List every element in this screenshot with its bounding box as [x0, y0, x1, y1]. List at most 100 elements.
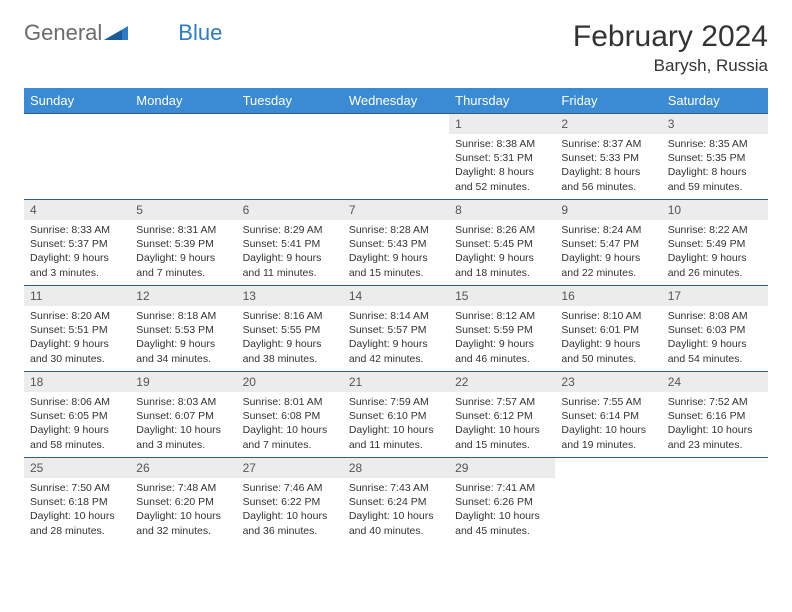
- day-details: Sunrise: 8:14 AMSunset: 5:57 PMDaylight:…: [343, 306, 449, 370]
- sunrise-text: Sunrise: 7:57 AM: [455, 395, 549, 409]
- daylight-text: Daylight: 10 hours and 11 minutes.: [349, 423, 443, 451]
- calendar-cell: 8Sunrise: 8:26 AMSunset: 5:45 PMDaylight…: [449, 200, 555, 286]
- day-details: Sunrise: 8:26 AMSunset: 5:45 PMDaylight:…: [449, 220, 555, 284]
- day-details: Sunrise: 7:55 AMSunset: 6:14 PMDaylight:…: [555, 392, 661, 456]
- calendar-cell: 10Sunrise: 8:22 AMSunset: 5:49 PMDayligh…: [662, 200, 768, 286]
- daylight-text: Daylight: 9 hours and 50 minutes.: [561, 337, 655, 365]
- daylight-text: Daylight: 9 hours and 42 minutes.: [349, 337, 443, 365]
- sunset-text: Sunset: 5:31 PM: [455, 151, 549, 165]
- daylight-text: Daylight: 9 hours and 11 minutes.: [243, 251, 337, 279]
- sunset-text: Sunset: 5:47 PM: [561, 237, 655, 251]
- daylight-text: Daylight: 9 hours and 3 minutes.: [30, 251, 124, 279]
- calendar-cell: 17Sunrise: 8:08 AMSunset: 6:03 PMDayligh…: [662, 286, 768, 372]
- calendar-header-row: SundayMondayTuesdayWednesdayThursdayFrid…: [24, 88, 768, 114]
- sunrise-text: Sunrise: 7:52 AM: [668, 395, 762, 409]
- daylight-text: Daylight: 9 hours and 15 minutes.: [349, 251, 443, 279]
- daylight-text: Daylight: 10 hours and 23 minutes.: [668, 423, 762, 451]
- calendar-cell: 29Sunrise: 7:41 AMSunset: 6:26 PMDayligh…: [449, 458, 555, 544]
- sunrise-text: Sunrise: 8:06 AM: [30, 395, 124, 409]
- day-details: Sunrise: 7:48 AMSunset: 6:20 PMDaylight:…: [130, 478, 236, 542]
- day-details: Sunrise: 8:20 AMSunset: 5:51 PMDaylight:…: [24, 306, 130, 370]
- sunrise-text: Sunrise: 8:18 AM: [136, 309, 230, 323]
- sunset-text: Sunset: 6:26 PM: [455, 495, 549, 509]
- day-details: Sunrise: 8:01 AMSunset: 6:08 PMDaylight:…: [237, 392, 343, 456]
- calendar-cell: 4Sunrise: 8:33 AMSunset: 5:37 PMDaylight…: [24, 200, 130, 286]
- calendar-cell: [343, 114, 449, 200]
- daylight-text: Daylight: 9 hours and 46 minutes.: [455, 337, 549, 365]
- day-number: 24: [662, 372, 768, 392]
- day-number: 7: [343, 200, 449, 220]
- day-details: Sunrise: 8:38 AMSunset: 5:31 PMDaylight:…: [449, 134, 555, 198]
- calendar-cell: [555, 458, 661, 544]
- daylight-text: Daylight: 9 hours and 30 minutes.: [30, 337, 124, 365]
- day-number: 4: [24, 200, 130, 220]
- day-details: Sunrise: 8:08 AMSunset: 6:03 PMDaylight:…: [662, 306, 768, 370]
- logo-word2: Blue: [178, 20, 222, 46]
- sunset-text: Sunset: 6:07 PM: [136, 409, 230, 423]
- day-details: Sunrise: 8:10 AMSunset: 6:01 PMDaylight:…: [555, 306, 661, 370]
- daylight-text: Daylight: 10 hours and 45 minutes.: [455, 509, 549, 537]
- sunset-text: Sunset: 6:01 PM: [561, 323, 655, 337]
- location: Barysh, Russia: [573, 56, 768, 76]
- day-details: Sunrise: 8:35 AMSunset: 5:35 PMDaylight:…: [662, 134, 768, 198]
- sunset-text: Sunset: 6:14 PM: [561, 409, 655, 423]
- sunrise-text: Sunrise: 8:22 AM: [668, 223, 762, 237]
- day-details: Sunrise: 8:18 AMSunset: 5:53 PMDaylight:…: [130, 306, 236, 370]
- day-number: 17: [662, 286, 768, 306]
- day-number: 15: [449, 286, 555, 306]
- sunset-text: Sunset: 5:55 PM: [243, 323, 337, 337]
- day-number: 28: [343, 458, 449, 478]
- calendar-cell: 1Sunrise: 8:38 AMSunset: 5:31 PMDaylight…: [449, 114, 555, 200]
- daylight-text: Daylight: 9 hours and 58 minutes.: [30, 423, 124, 451]
- daylight-text: Daylight: 9 hours and 54 minutes.: [668, 337, 762, 365]
- day-number: 22: [449, 372, 555, 392]
- sunset-text: Sunset: 5:53 PM: [136, 323, 230, 337]
- weekday-header: Monday: [130, 88, 236, 114]
- day-details: Sunrise: 8:37 AMSunset: 5:33 PMDaylight:…: [555, 134, 661, 198]
- sunrise-text: Sunrise: 7:46 AM: [243, 481, 337, 495]
- calendar-cell: 3Sunrise: 8:35 AMSunset: 5:35 PMDaylight…: [662, 114, 768, 200]
- sunset-text: Sunset: 6:10 PM: [349, 409, 443, 423]
- sunset-text: Sunset: 5:49 PM: [668, 237, 762, 251]
- day-number: 26: [130, 458, 236, 478]
- daylight-text: Daylight: 8 hours and 52 minutes.: [455, 165, 549, 193]
- calendar-cell: 15Sunrise: 8:12 AMSunset: 5:59 PMDayligh…: [449, 286, 555, 372]
- daylight-text: Daylight: 8 hours and 59 minutes.: [668, 165, 762, 193]
- daylight-text: Daylight: 10 hours and 32 minutes.: [136, 509, 230, 537]
- sunrise-text: Sunrise: 8:28 AM: [349, 223, 443, 237]
- sunset-text: Sunset: 5:59 PM: [455, 323, 549, 337]
- calendar-cell: [662, 458, 768, 544]
- sunrise-text: Sunrise: 8:31 AM: [136, 223, 230, 237]
- weekday-header: Sunday: [24, 88, 130, 114]
- day-number: 2: [555, 114, 661, 134]
- day-details: Sunrise: 7:43 AMSunset: 6:24 PMDaylight:…: [343, 478, 449, 542]
- sunrise-text: Sunrise: 8:20 AM: [30, 309, 124, 323]
- title-block: February 2024 Barysh, Russia: [573, 20, 768, 76]
- day-details: Sunrise: 7:52 AMSunset: 6:16 PMDaylight:…: [662, 392, 768, 456]
- daylight-text: Daylight: 9 hours and 22 minutes.: [561, 251, 655, 279]
- month-title: February 2024: [573, 20, 768, 54]
- day-details: Sunrise: 8:22 AMSunset: 5:49 PMDaylight:…: [662, 220, 768, 284]
- calendar-cell: 14Sunrise: 8:14 AMSunset: 5:57 PMDayligh…: [343, 286, 449, 372]
- daylight-text: Daylight: 9 hours and 38 minutes.: [243, 337, 337, 365]
- calendar-week: 18Sunrise: 8:06 AMSunset: 6:05 PMDayligh…: [24, 372, 768, 458]
- day-number: 6: [237, 200, 343, 220]
- daylight-text: Daylight: 10 hours and 36 minutes.: [243, 509, 337, 537]
- daylight-text: Daylight: 8 hours and 56 minutes.: [561, 165, 655, 193]
- daylight-text: Daylight: 10 hours and 15 minutes.: [455, 423, 549, 451]
- day-number: 9: [555, 200, 661, 220]
- sunrise-text: Sunrise: 8:16 AM: [243, 309, 337, 323]
- day-details: Sunrise: 7:57 AMSunset: 6:12 PMDaylight:…: [449, 392, 555, 456]
- calendar-cell: 28Sunrise: 7:43 AMSunset: 6:24 PMDayligh…: [343, 458, 449, 544]
- day-number: 20: [237, 372, 343, 392]
- calendar-week: 4Sunrise: 8:33 AMSunset: 5:37 PMDaylight…: [24, 200, 768, 286]
- day-number: 12: [130, 286, 236, 306]
- calendar-cell: 26Sunrise: 7:48 AMSunset: 6:20 PMDayligh…: [130, 458, 236, 544]
- sunset-text: Sunset: 5:33 PM: [561, 151, 655, 165]
- calendar-cell: 25Sunrise: 7:50 AMSunset: 6:18 PMDayligh…: [24, 458, 130, 544]
- sunset-text: Sunset: 5:57 PM: [349, 323, 443, 337]
- sunrise-text: Sunrise: 8:08 AM: [668, 309, 762, 323]
- daylight-text: Daylight: 10 hours and 19 minutes.: [561, 423, 655, 451]
- day-number: 18: [24, 372, 130, 392]
- day-details: Sunrise: 8:16 AMSunset: 5:55 PMDaylight:…: [237, 306, 343, 370]
